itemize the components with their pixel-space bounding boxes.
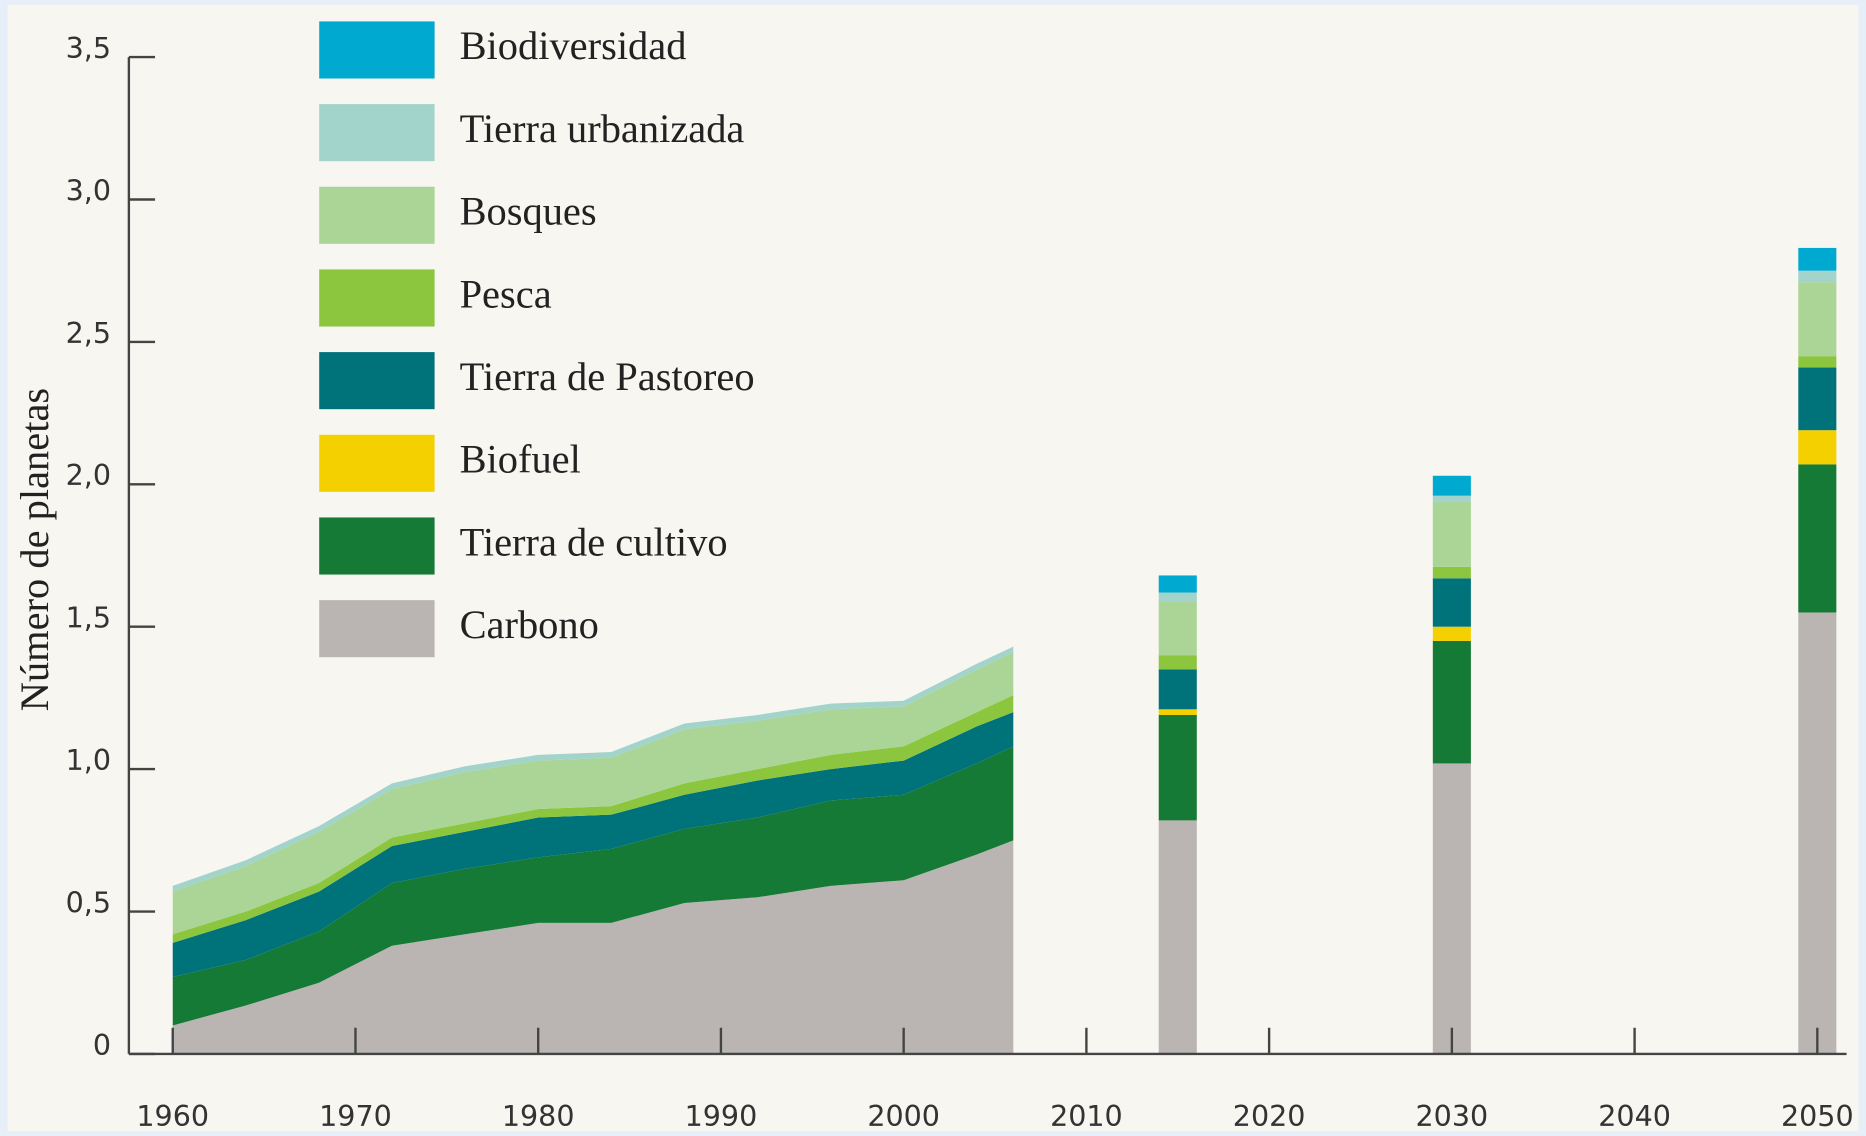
bar-segment: [1158, 575, 1197, 593]
bar-segment: [1798, 282, 1837, 357]
bar-segment: [1432, 501, 1471, 567]
bar-segment: [1798, 430, 1837, 465]
legend-label: Biodiversidad: [460, 23, 687, 68]
bar-segment: [1158, 709, 1197, 716]
legend-swatch: [319, 352, 435, 410]
bar-segment: [1432, 495, 1471, 502]
bar-segment: [1432, 640, 1471, 764]
y-tick-label: 0,5: [66, 886, 111, 919]
x-tick-label: 1980: [502, 1100, 575, 1133]
legend-swatch: [319, 600, 435, 658]
legend-label: Carbono: [460, 602, 599, 647]
bar-segment: [1158, 655, 1197, 670]
bar-segment: [1432, 475, 1471, 496]
area: [172, 840, 1014, 1054]
bar-segment: [1158, 669, 1197, 710]
legend-swatch: [319, 434, 435, 492]
x-tick-label: 2040: [1598, 1100, 1671, 1133]
y-tick-label: 1,0: [66, 744, 111, 777]
y-tick-label: 2,5: [66, 317, 111, 350]
bar-segment: [1158, 601, 1197, 656]
area: [172, 746, 1014, 1026]
y-tick-label: 0: [93, 1029, 111, 1062]
x-tick-label: 2010: [1050, 1100, 1123, 1133]
area: [172, 652, 1014, 935]
bar-segment: [1798, 270, 1837, 283]
y-tick-label: 3,0: [66, 174, 111, 207]
legend-swatch: [319, 21, 435, 79]
x-tick-label: 2030: [1416, 1100, 1489, 1133]
bar-segment: [1432, 626, 1471, 641]
legend-swatch: [319, 269, 435, 327]
legend-label: Biofuel: [460, 437, 581, 482]
legend-label: Bosques: [460, 189, 597, 234]
area: [172, 712, 1014, 978]
bar-segment: [1798, 367, 1837, 431]
bar-segment: [1798, 464, 1837, 613]
legend-label: Tierra de cultivo: [460, 519, 728, 564]
y-tick-label: 3,5: [66, 32, 111, 65]
bar-segment: [1432, 566, 1471, 579]
bar-segment: [1158, 592, 1197, 602]
legend-label: Tierra urbanizada: [460, 106, 745, 151]
bar-segment: [1158, 820, 1197, 1054]
bar-segment: [1432, 578, 1471, 627]
bar-segment: [1798, 612, 1837, 1054]
legend-label: Tierra de Pastoreo: [460, 354, 755, 399]
legend-label: Pesca: [460, 271, 552, 316]
legend-swatch: [319, 104, 435, 162]
bar-segment: [1798, 356, 1837, 368]
y-tick-label: 1,5: [66, 602, 111, 635]
bar-segment: [1158, 715, 1197, 821]
x-tick-label: 1960: [136, 1100, 209, 1133]
legend-swatch: [319, 186, 435, 244]
area: [172, 646, 1014, 892]
x-tick-label: 2020: [1233, 1100, 1306, 1133]
y-axis-label: Número de planetas: [12, 388, 57, 711]
x-tick-label: 2050: [1781, 1100, 1854, 1133]
y-tick-label: 2,0: [66, 459, 111, 492]
x-tick-label: 2000: [867, 1100, 940, 1133]
x-tick-label: 1990: [685, 1100, 758, 1133]
bar-segment: [1432, 763, 1471, 1054]
legend-swatch: [319, 517, 435, 575]
x-tick-label: 1970: [319, 1100, 392, 1133]
bar-segment: [1798, 247, 1837, 271]
